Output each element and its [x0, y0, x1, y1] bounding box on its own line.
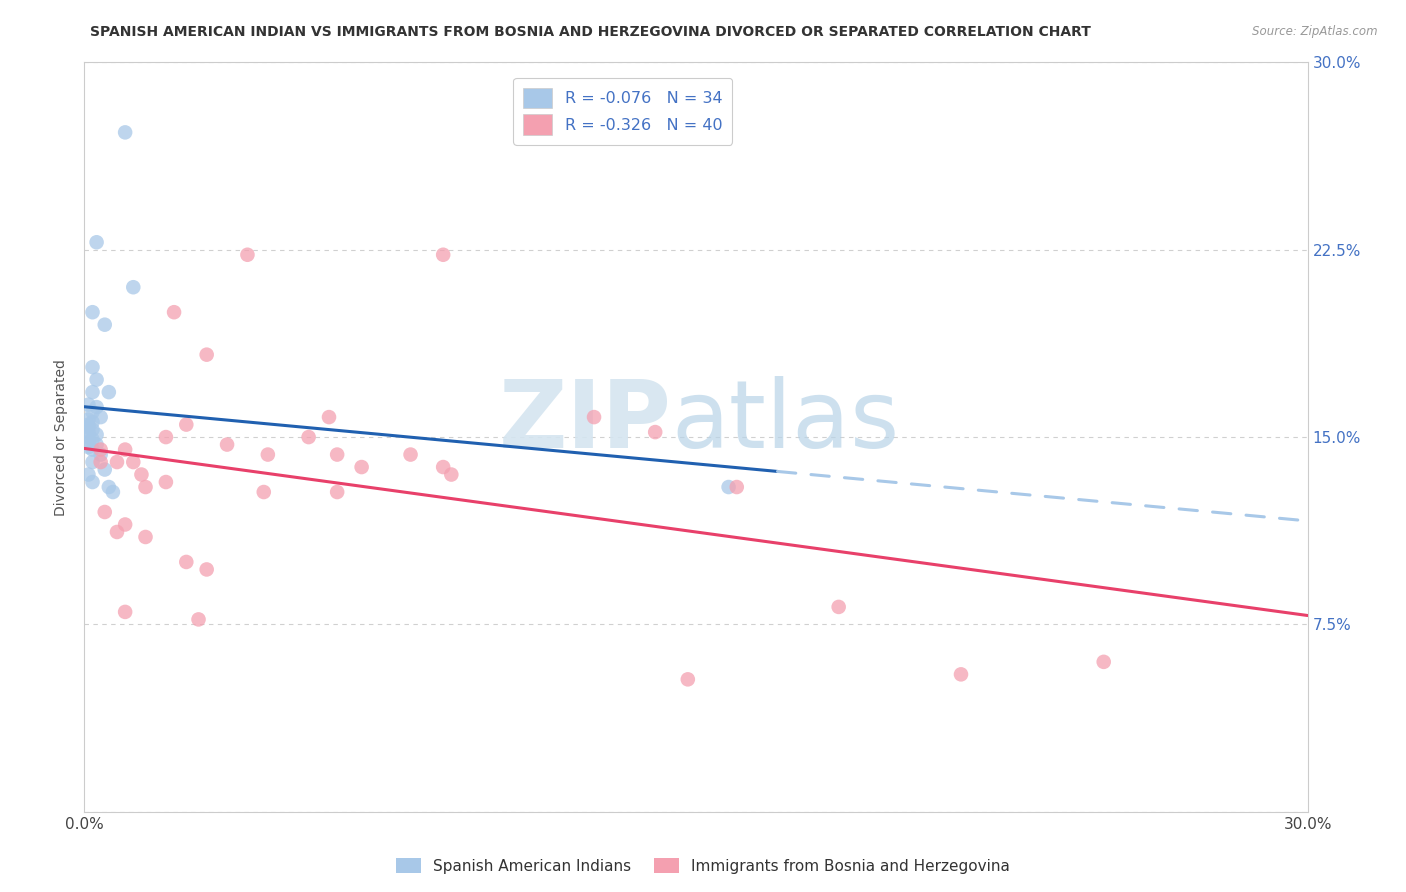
Point	[950, 667, 973, 681]
Point	[93, 318, 115, 332]
Point	[174, 417, 197, 432]
Point	[195, 348, 218, 362]
Point	[82, 423, 104, 437]
Point	[90, 448, 112, 462]
Y-axis label: Divorced or Separated: Divorced or Separated	[55, 359, 69, 516]
Point	[77, 440, 100, 454]
Point	[114, 517, 136, 532]
Point	[135, 530, 157, 544]
Point	[86, 235, 108, 250]
Point	[440, 467, 463, 482]
Point	[114, 442, 136, 457]
Point	[82, 385, 104, 400]
Text: atlas: atlas	[672, 376, 900, 468]
Point	[236, 248, 259, 262]
Point	[114, 605, 136, 619]
Point	[644, 425, 666, 439]
Text: SPANISH AMERICAN INDIAN VS IMMIGRANTS FROM BOSNIA AND HERZEGOVINA DIVORCED OR SE: SPANISH AMERICAN INDIAN VS IMMIGRANTS FR…	[90, 25, 1091, 39]
Point	[155, 430, 177, 444]
Point	[77, 417, 100, 432]
Point	[86, 427, 108, 442]
Point	[82, 475, 104, 489]
Point	[828, 599, 851, 614]
Point	[163, 305, 186, 319]
Point	[77, 425, 100, 439]
Point	[676, 673, 699, 687]
Point	[93, 462, 115, 476]
Point	[77, 412, 100, 426]
Point	[82, 305, 104, 319]
Point	[82, 455, 104, 469]
Point	[77, 420, 100, 434]
Point	[82, 433, 104, 447]
Point	[257, 448, 280, 462]
Point	[432, 460, 454, 475]
Point	[155, 475, 177, 489]
Text: ZIP: ZIP	[499, 376, 672, 468]
Point	[725, 480, 748, 494]
Text: Source: ZipAtlas.com: Source: ZipAtlas.com	[1253, 25, 1378, 38]
Point	[114, 125, 136, 139]
Point	[86, 373, 108, 387]
Legend: R = -0.076   N = 34, R = -0.326   N = 40: R = -0.076 N = 34, R = -0.326 N = 40	[513, 78, 731, 145]
Point	[77, 398, 100, 412]
Point	[253, 485, 276, 500]
Point	[318, 410, 340, 425]
Point	[350, 460, 373, 475]
Point	[1092, 655, 1115, 669]
Point	[326, 485, 349, 500]
Point	[101, 485, 124, 500]
Point	[97, 480, 120, 494]
Point	[77, 467, 100, 482]
Point	[122, 280, 145, 294]
Point	[82, 415, 104, 429]
Point	[82, 442, 104, 457]
Legend: Spanish American Indians, Immigrants from Bosnia and Herzegovina: Spanish American Indians, Immigrants fro…	[391, 852, 1015, 880]
Point	[135, 480, 157, 494]
Point	[187, 612, 209, 626]
Point	[174, 555, 197, 569]
Point	[77, 430, 100, 444]
Point	[90, 442, 112, 457]
Point	[105, 524, 128, 539]
Point	[90, 410, 112, 425]
Point	[217, 437, 239, 451]
Point	[326, 448, 349, 462]
Point	[82, 360, 104, 375]
Point	[90, 455, 112, 469]
Point	[195, 562, 218, 576]
Point	[86, 400, 108, 414]
Point	[122, 455, 145, 469]
Point	[82, 405, 104, 419]
Point	[105, 455, 128, 469]
Point	[583, 410, 606, 425]
Point	[131, 467, 153, 482]
Point	[432, 248, 454, 262]
Point	[97, 385, 120, 400]
Point	[93, 505, 115, 519]
Point	[298, 430, 321, 444]
Point	[77, 435, 100, 450]
Point	[717, 480, 740, 494]
Point	[399, 448, 422, 462]
Point	[86, 437, 108, 451]
